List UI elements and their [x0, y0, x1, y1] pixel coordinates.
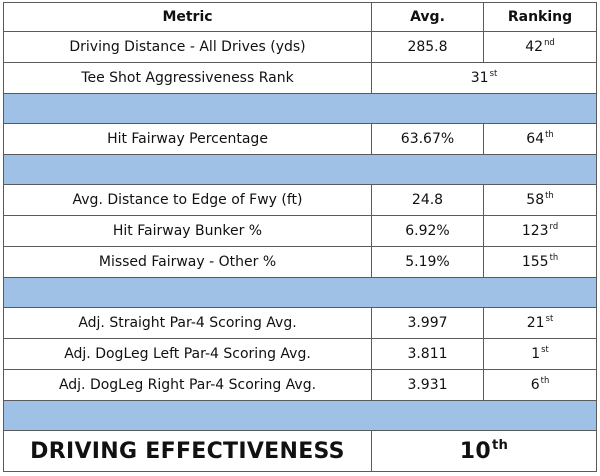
metric-cell: Missed Fairway - Other %: [3, 246, 372, 278]
stats-table: Metric Avg. Ranking Driving Distance - A…: [3, 2, 597, 472]
separator-cell: [3, 154, 597, 185]
rank-suffix: rd: [549, 221, 559, 232]
header-avg: Avg.: [371, 2, 484, 32]
rank-suffix: th: [540, 375, 550, 386]
table-row: Tee Shot Aggressiveness Rank 31st: [3, 62, 597, 94]
metric-cell: Adj. DogLeg Left Par-4 Scoring Avg.: [3, 338, 372, 370]
ranking-cell: 6th: [483, 369, 597, 401]
rank-number: 31: [470, 70, 489, 86]
table-row: Adj. DogLeg Right Par-4 Scoring Avg. 3.93…: [3, 369, 597, 401]
rank-suffix: th: [545, 190, 554, 201]
separator-cell: [3, 400, 597, 431]
ranking-cell: 155th: [483, 246, 597, 278]
avg-cell: 63.67%: [371, 123, 484, 155]
metric-cell: Hit Fairway Bunker %: [3, 215, 372, 247]
rank-suffix: th: [545, 129, 554, 140]
metric-cell: Adj. Straight Par-4 Scoring Avg.: [3, 307, 372, 339]
avg-cell: 3.931: [371, 369, 484, 401]
rank-number: 21: [526, 315, 545, 331]
rank-suffix: nd: [544, 37, 555, 48]
ranking-cell: 64th: [483, 123, 597, 155]
table-row: Hit Fairway Percentage 63.67% 64th: [3, 123, 597, 155]
rank-suffix: st: [545, 313, 554, 324]
summary-ranking: 10th: [371, 430, 597, 472]
section-separator: [3, 93, 597, 124]
table-row: Adj. DogLeg Left Par-4 Scoring Avg. 3.811…: [3, 338, 597, 370]
section-separator: [3, 400, 597, 431]
avg-cell: 3.997: [371, 307, 484, 339]
metric-cell: Avg. Distance to Edge of Fwy (ft): [3, 184, 372, 216]
rank-suffix: th: [491, 438, 509, 454]
rank-number: 10: [459, 438, 491, 464]
summary-row: DRIVING EFFECTIVENESS 10th: [3, 430, 597, 472]
rank-number: 42: [525, 39, 544, 55]
avg-cell: 3.811: [371, 338, 484, 370]
table-row: Missed Fairway - Other % 5.19% 155th: [3, 246, 597, 278]
table-row: Avg. Distance to Edge of Fwy (ft) 24.8 58t…: [3, 184, 597, 216]
table-body: Driving Distance - All Drives (yds) 285.8…: [3, 31, 597, 472]
rank-number: 123: [521, 223, 549, 239]
table-row: Hit Fairway Bunker % 6.92% 123rd: [3, 215, 597, 247]
summary-label: DRIVING EFFECTIVENESS: [3, 430, 372, 472]
avg-cell: 285.8: [371, 31, 484, 63]
metric-cell: Adj. DogLeg Right Par-4 Scoring Avg.: [3, 369, 372, 401]
rank-suffix: st: [489, 68, 498, 79]
header-ranking: Ranking: [483, 2, 597, 32]
avg-cell: 5.19%: [371, 246, 484, 278]
ranking-cell: 21st: [483, 307, 597, 339]
separator-cell: [3, 93, 597, 124]
avg-cell: 6.92%: [371, 215, 484, 247]
metric-cell: Driving Distance - All Drives (yds): [3, 31, 372, 63]
avg-cell: 24.8: [371, 184, 484, 216]
rank-number: 155: [521, 254, 549, 270]
header-row: Metric Avg. Ranking: [3, 2, 597, 32]
table-row: Adj. Straight Par-4 Scoring Avg. 3.997 21s…: [3, 307, 597, 339]
rank-number: 6: [530, 377, 540, 393]
rank-suffix: th: [549, 252, 559, 263]
rank-number: 58: [526, 192, 545, 208]
ranking-cell: 42nd: [483, 31, 597, 63]
ranking-span-cell: 31st: [371, 62, 597, 94]
section-separator: [3, 154, 597, 185]
metric-cell: Hit Fairway Percentage: [3, 123, 372, 155]
ranking-cell: 123rd: [483, 215, 597, 247]
ranking-cell: 1st: [483, 338, 597, 370]
rank-number: 1: [531, 346, 541, 362]
metric-cell: Tee Shot Aggressiveness Rank: [3, 62, 372, 94]
table-row: Driving Distance - All Drives (yds) 285.8…: [3, 31, 597, 63]
rank-number: 64: [526, 131, 545, 147]
ranking-cell: 58th: [483, 184, 597, 216]
rank-suffix: st: [541, 344, 549, 355]
section-separator: [3, 277, 597, 308]
header-metric: Metric: [3, 2, 372, 32]
separator-cell: [3, 277, 597, 308]
